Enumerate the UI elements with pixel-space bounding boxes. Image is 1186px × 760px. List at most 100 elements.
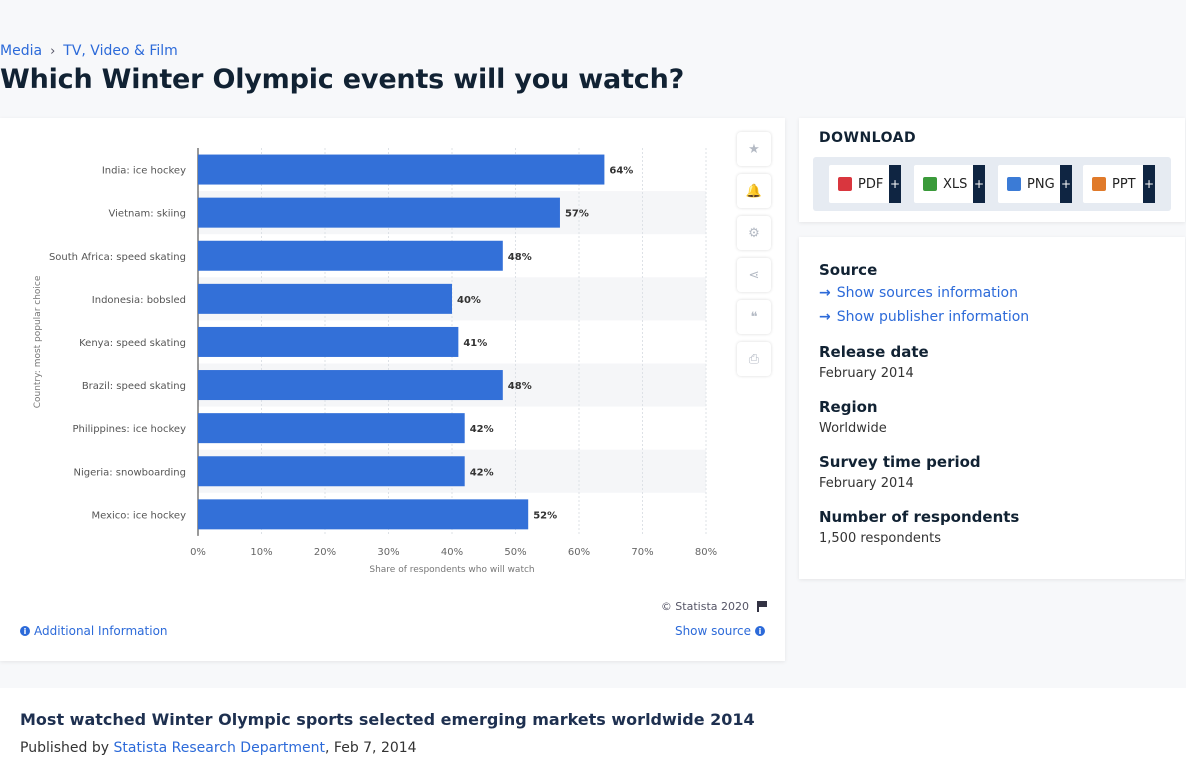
statistic-info-card: Source → Show sources information → Show… <box>799 237 1185 579</box>
x-tick-label: 50% <box>504 547 526 558</box>
breadcrumb-media-link[interactable]: Media <box>0 43 42 59</box>
download-title: DOWNLOAD <box>819 130 916 146</box>
respondents-heading: Number of respondents <box>819 508 1019 526</box>
data-label: 57% <box>565 209 589 220</box>
publish-date: , Feb 7, 2014 <box>325 740 417 756</box>
page-title: Which Winter Olympic events will you wat… <box>0 64 684 95</box>
x-axis-title: Share of respondents who will watch <box>369 565 534 575</box>
release-date-heading: Release date <box>819 343 929 361</box>
xls-file-icon <box>923 177 937 191</box>
x-tick-label: 80% <box>695 547 717 558</box>
bar <box>198 155 604 185</box>
x-tick-label: 10% <box>250 547 272 558</box>
favorite-star-icon[interactable]: ★ <box>737 132 771 166</box>
bar <box>198 370 503 400</box>
y-axis-title: Country: most popular choice <box>33 275 43 408</box>
breadcrumb: Media › TV, Video & Film <box>0 43 178 59</box>
download-card: DOWNLOAD PDF + XLS + PNG + PPT + <box>799 118 1185 222</box>
notification-bell-icon[interactable]: 🔔 <box>737 174 771 208</box>
data-label: 64% <box>609 166 633 177</box>
download-buttons-bar: PDF + XLS + PNG + PPT + <box>813 157 1171 211</box>
additional-information-label: Additional Information <box>34 624 168 638</box>
category-label: India: ice hockey <box>102 166 186 177</box>
chart-tools: ★ 🔔 ⚙ ⋖ ❝ ⎙ <box>737 132 773 384</box>
x-tick-label: 30% <box>377 547 399 558</box>
show-source-link[interactable]: Show source i <box>675 624 765 638</box>
arrow-right-icon: → <box>819 285 831 301</box>
bar <box>198 198 560 228</box>
download-png-button[interactable]: PNG + <box>998 165 1072 203</box>
chart-card: 0% 10% 20% 30% 40% 50% 60% 70% 80% India: ice hoc… <box>0 118 785 661</box>
x-tick-label: 40% <box>441 547 463 558</box>
bar <box>198 499 528 529</box>
share-icon[interactable]: ⋖ <box>737 258 771 292</box>
png-plus-icon: + <box>1060 165 1072 203</box>
ppt-label: PPT <box>1112 177 1136 192</box>
bar-chart: 0% 10% 20% 30% 40% 50% 60% 70% 80% India: ice hoc… <box>0 118 785 588</box>
cite-quote-icon[interactable]: ❝ <box>737 300 771 334</box>
statistic-description-card: Most watched Winter Olympic sports selec… <box>0 688 1186 760</box>
show-source-label: Show source <box>675 624 751 638</box>
x-tick-label: 0% <box>190 547 206 558</box>
pdf-plus-icon: + <box>889 165 901 203</box>
additional-information-link[interactable]: i Additional Information <box>20 624 168 638</box>
statistic-title: Most watched Winter Olympic sports selec… <box>20 710 755 729</box>
png-label: PNG <box>1027 177 1055 192</box>
show-sources-link[interactable]: → Show sources information <box>819 285 1018 301</box>
published-prefix: Published by <box>20 740 109 756</box>
bar <box>198 241 503 271</box>
data-label: 42% <box>470 467 494 478</box>
x-tick-label: 60% <box>568 547 590 558</box>
x-tick-label: 70% <box>631 547 653 558</box>
xls-plus-icon: + <box>973 165 985 203</box>
download-ppt-button[interactable]: PPT + <box>1083 165 1155 203</box>
region-heading: Region <box>819 398 878 416</box>
show-publisher-label: Show publisher information <box>837 309 1029 325</box>
bar <box>198 327 458 357</box>
breadcrumb-separator: › <box>50 44 55 59</box>
category-label: Indonesia: bobsled <box>92 295 186 306</box>
bar <box>198 284 452 314</box>
survey-period-heading: Survey time period <box>819 453 981 471</box>
ppt-file-icon <box>1092 177 1106 191</box>
show-publisher-link[interactable]: → Show publisher information <box>819 309 1029 325</box>
data-label: 48% <box>508 252 532 263</box>
published-by-line: Published by Statista Research Departmen… <box>20 740 417 756</box>
region-value: Worldwide <box>819 421 887 436</box>
category-label: Kenya: speed skating <box>79 338 186 349</box>
arrow-right-icon: → <box>819 309 831 325</box>
png-file-icon <box>1007 177 1021 191</box>
data-label: 40% <box>457 295 481 306</box>
copyright-text: © Statista 2020 <box>661 600 749 613</box>
statista-copyright: © Statista 2020 <box>661 600 767 613</box>
download-pdf-button[interactable]: PDF + <box>829 165 901 203</box>
data-label: 52% <box>533 510 557 521</box>
download-xls-button[interactable]: XLS + <box>914 165 985 203</box>
print-icon[interactable]: ⎙ <box>737 342 771 376</box>
data-label: 42% <box>470 424 494 435</box>
category-label: South Africa: speed skating <box>49 252 186 263</box>
x-tick-label: 20% <box>314 547 336 558</box>
data-label: 48% <box>508 381 532 392</box>
info-icon: i <box>755 626 765 636</box>
category-label: Brazil: speed skating <box>82 381 186 392</box>
category-label: Philippines: ice hockey <box>73 424 187 435</box>
publisher-link[interactable]: Statista Research Department <box>113 740 325 756</box>
breadcrumb-tv-video-film-link[interactable]: TV, Video & Film <box>63 43 178 59</box>
release-date-value: February 2014 <box>819 366 914 381</box>
category-label: Mexico: ice hockey <box>91 510 186 521</box>
pdf-label: PDF <box>858 177 883 192</box>
survey-period-value: February 2014 <box>819 476 914 491</box>
ppt-plus-icon: + <box>1143 165 1155 203</box>
bar <box>198 456 465 486</box>
category-label: Nigeria: snowboarding <box>73 467 186 478</box>
category-label: Vietnam: skiing <box>109 209 186 220</box>
info-icon: i <box>20 626 30 636</box>
bar <box>198 413 465 443</box>
source-heading: Source <box>819 261 877 279</box>
show-sources-label: Show sources information <box>837 285 1018 301</box>
data-label: 41% <box>463 338 487 349</box>
settings-gear-icon[interactable]: ⚙ <box>737 216 771 250</box>
report-flag-icon[interactable] <box>757 601 767 612</box>
respondents-value: 1,500 respondents <box>819 531 941 546</box>
